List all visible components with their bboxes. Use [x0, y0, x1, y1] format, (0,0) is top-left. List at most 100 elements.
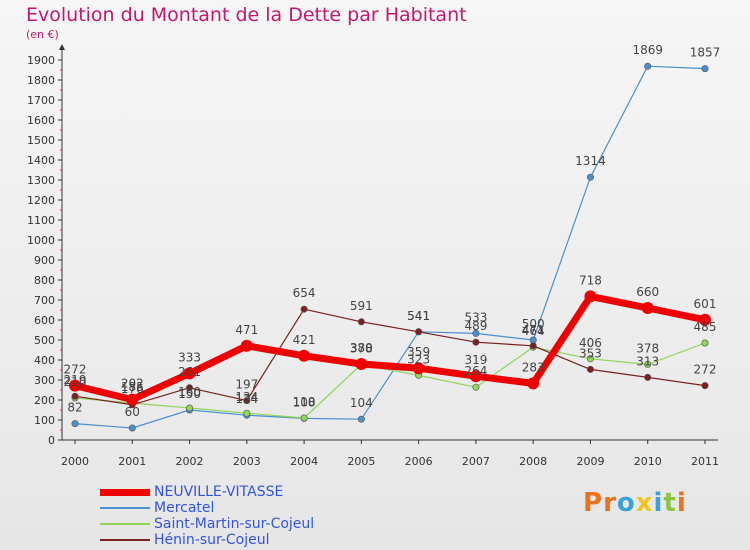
data-point: [243, 397, 251, 405]
data-label: 471: [522, 323, 545, 337]
data-label: 150: [178, 387, 201, 401]
data-point: [472, 383, 480, 391]
data-label: 264: [464, 364, 487, 378]
data-label: 541: [407, 309, 430, 323]
data-label: 333: [178, 350, 201, 364]
data-label: 464: [522, 324, 545, 338]
y-tick-label: 1900: [27, 54, 55, 67]
data-label: 718: [579, 273, 602, 287]
logo-letter: r: [603, 488, 617, 518]
y-tick-label: 900: [34, 254, 55, 267]
data-point: [527, 377, 540, 390]
x-tick-label: 2006: [405, 455, 433, 468]
data-point: [469, 370, 482, 383]
logo-letter: i: [653, 488, 664, 518]
data-label: 380: [350, 341, 373, 355]
logo-letter: i: [676, 488, 687, 518]
data-label: 104: [350, 396, 373, 410]
y-tick-label: 1000: [27, 234, 55, 247]
x-tick-label: 2009: [576, 455, 604, 468]
data-point: [300, 305, 308, 313]
x-tick-label: 2002: [176, 455, 204, 468]
data-point: [300, 414, 308, 422]
data-point: [240, 339, 253, 352]
data-label: 185: [121, 380, 144, 394]
legend-label: Saint-Martin-sur-Cojeul: [154, 516, 315, 532]
data-point: [415, 328, 423, 336]
data-point: [298, 349, 311, 362]
y-tick-label: 1300: [27, 174, 55, 187]
y-tick-label: 200: [34, 394, 55, 407]
data-label: 591: [350, 299, 373, 313]
x-tick-label: 2005: [347, 455, 375, 468]
data-label: 124: [235, 392, 258, 406]
data-point: [644, 62, 652, 70]
legend-swatch: [100, 523, 150, 525]
data-label: 660: [636, 285, 659, 299]
y-tick-label: 500: [34, 334, 55, 347]
data-point: [472, 338, 480, 346]
logo-letter: t: [663, 488, 677, 518]
data-label: 1869: [632, 43, 663, 57]
data-label: 60: [125, 405, 140, 419]
data-point: [186, 404, 194, 412]
data-label: 353: [579, 346, 602, 360]
data-point: [243, 409, 251, 417]
y-tick-label: 1700: [27, 94, 55, 107]
data-label: 359: [407, 345, 430, 359]
data-point: [126, 393, 139, 406]
proxiti-logo: Proxiti: [583, 488, 687, 518]
y-tick-label: 1100: [27, 214, 55, 227]
y-tick-label: 100: [34, 414, 55, 427]
data-label: 272: [694, 363, 717, 377]
data-point: [71, 392, 79, 400]
y-tick-label: 800: [34, 274, 55, 287]
data-label: 533: [464, 310, 487, 324]
data-point: [71, 420, 79, 428]
legend-swatch: [100, 507, 150, 509]
data-point: [644, 373, 652, 381]
y-tick-label: 1600: [27, 114, 55, 127]
data-point: [586, 355, 594, 363]
legend-label: Hénin-sur-Cojeul: [154, 532, 270, 548]
data-point: [69, 379, 81, 392]
data-point: [529, 342, 537, 350]
data-point: [357, 415, 365, 423]
data-point: [586, 173, 594, 181]
legend-label: Mercatel: [154, 500, 215, 516]
data-label: 176: [121, 382, 144, 396]
data-label: 202: [121, 377, 144, 391]
data-label: 489: [464, 319, 487, 333]
y-tick-label: 1400: [27, 154, 55, 167]
y-tick-label: 0: [48, 434, 55, 447]
data-point: [641, 302, 654, 314]
data-label: 485: [694, 320, 717, 334]
data-label: 82: [67, 401, 82, 415]
legend-label: NEUVILLE-VITASSE: [154, 484, 284, 500]
x-tick-label: 2000: [61, 455, 89, 468]
data-label: 654: [293, 286, 316, 300]
data-label: 1857: [690, 46, 721, 60]
logo-letter: P: [583, 488, 604, 518]
logo-letter: o: [616, 488, 636, 518]
series-layer: [69, 62, 711, 432]
series-line: [74, 65, 706, 429]
data-label: 110: [293, 395, 316, 409]
data-label: 500: [522, 317, 545, 331]
logo-letter: x: [635, 488, 654, 518]
data-label: 1314: [575, 154, 606, 168]
y-tick-label: 700: [34, 294, 55, 307]
x-tick-label: 2010: [634, 455, 662, 468]
y-tick-label: 1500: [27, 134, 55, 147]
data-point: [701, 65, 709, 73]
y-axis-arrow: [59, 44, 65, 50]
y-tick-label: 600: [34, 314, 55, 327]
data-label: 601: [694, 297, 717, 311]
data-label: 283: [522, 360, 545, 374]
data-point: [701, 339, 709, 347]
series-1: [71, 62, 709, 432]
data-point: [357, 318, 365, 326]
data-point: [186, 384, 194, 392]
data-point: [584, 290, 597, 303]
series-0: [69, 290, 711, 406]
